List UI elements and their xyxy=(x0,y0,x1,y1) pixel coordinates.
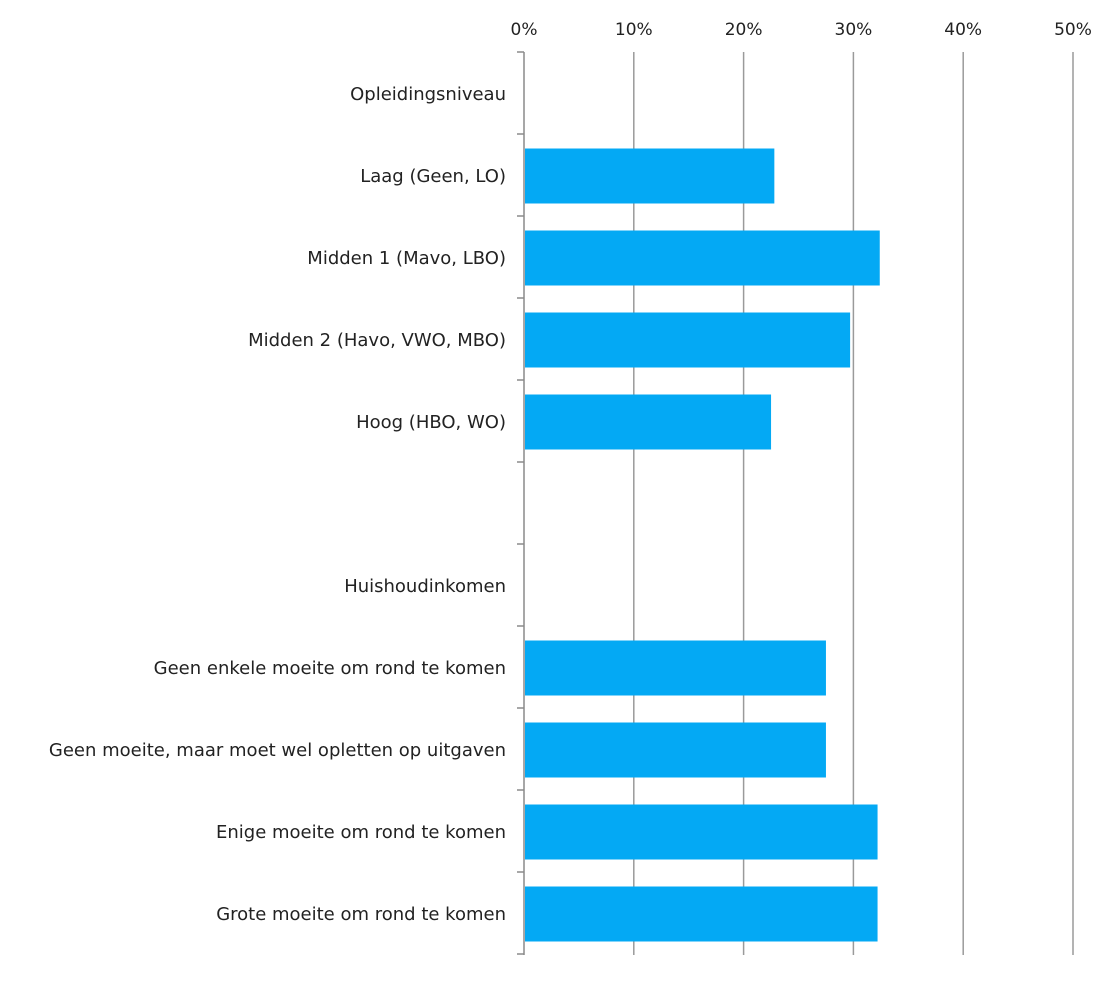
category-label: Hoog (HBO, WO) xyxy=(356,412,506,433)
x-tick-label: 40% xyxy=(944,20,982,40)
x-tick-label: 30% xyxy=(835,20,873,40)
category-label: Geen moeite, maar moet wel opletten op u… xyxy=(49,740,506,761)
x-tick-label: 10% xyxy=(615,20,653,40)
bar xyxy=(525,148,775,204)
bar xyxy=(525,230,880,286)
category-label: Huishoudinkomen xyxy=(344,576,506,597)
x-tick-label: 0% xyxy=(511,20,538,40)
category-label: Enige moeite om rond te komen xyxy=(216,822,506,843)
x-tick-label: 50% xyxy=(1054,20,1092,40)
bar xyxy=(525,886,878,942)
x-tick-label: 20% xyxy=(725,20,763,40)
bars xyxy=(525,148,880,942)
bar xyxy=(525,804,878,860)
bar xyxy=(525,394,772,450)
category-label: Grote moeite om rond te komen xyxy=(216,904,506,925)
axes xyxy=(517,51,525,955)
bar xyxy=(525,640,826,696)
category-label: Laag (Geen, LO) xyxy=(360,166,506,187)
category-label: Midden 1 (Mavo, LBO) xyxy=(307,248,506,269)
category-label: Midden 2 (Havo, VWO, MBO) xyxy=(248,330,506,351)
bar xyxy=(525,722,826,778)
labels: 0% 10% 20% 30% 40% 50% Opleidingsniveau Laag (G… xyxy=(49,20,1092,925)
bar xyxy=(525,312,851,368)
category-label: Geen enkele moeite om rond te komen xyxy=(154,658,506,679)
category-label: Opleidingsniveau xyxy=(350,84,506,105)
